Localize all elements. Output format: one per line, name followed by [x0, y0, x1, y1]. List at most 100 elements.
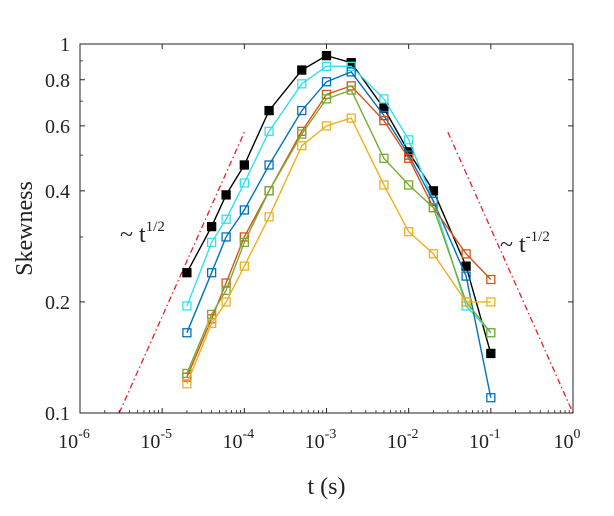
series-3-marker — [346, 67, 356, 77]
x-tick-label: 10-4 — [222, 427, 254, 453]
series-6-marker — [486, 297, 496, 307]
slope-annotation-left-exp: 1/2 — [146, 219, 165, 235]
series-2-line — [186, 65, 492, 334]
series-6-marker — [379, 180, 389, 190]
series-2-marker — [206, 237, 217, 248]
series-1 — [182, 50, 496, 359]
series-5-marker — [239, 237, 249, 248]
series-2-marker — [346, 61, 356, 71]
slope-annotation-right-base: ~ t — [500, 232, 526, 258]
series-2-marker — [239, 178, 249, 188]
series-4-marker — [221, 278, 231, 288]
series-5-marker — [321, 94, 332, 104]
x-tick-label: 10-1 — [469, 427, 501, 453]
series-6-marker — [404, 227, 414, 237]
series-3-marker — [206, 268, 217, 278]
series-2-marker — [182, 301, 192, 311]
series-2-marker — [379, 94, 389, 104]
slope-annotation-left-base: ~ t — [120, 222, 146, 248]
x-tick-label: 10-5 — [140, 427, 172, 453]
y-tick-label: 0.4 — [45, 181, 70, 203]
series-1-line — [186, 54, 492, 354]
series-5-marker — [404, 180, 414, 190]
series-1-marker — [182, 268, 192, 278]
series-3-marker — [264, 160, 274, 170]
series-4-line — [186, 85, 492, 378]
series-3-marker — [461, 271, 471, 281]
data-series — [182, 50, 496, 403]
y-tick-label: 0.8 — [45, 70, 70, 92]
series-6 — [182, 113, 496, 389]
series-5-marker — [206, 309, 217, 320]
reference-lines — [118, 131, 574, 414]
y-axis-label: Skewness — [12, 181, 38, 276]
x-tick-label-exp: 0 — [574, 427, 581, 442]
series-2-marker — [404, 135, 414, 145]
slope-annotation-left: ~ t1/2 — [120, 219, 165, 248]
series-6-marker — [297, 141, 307, 151]
series-5 — [182, 85, 496, 379]
series-3-marker — [221, 232, 231, 242]
x-tick-label-base: 10 — [469, 431, 489, 453]
x-tick-label-base: 10 — [387, 431, 407, 453]
series-6-marker — [346, 113, 356, 123]
x-tick-label: 10-2 — [387, 427, 419, 453]
series-3-marker — [182, 328, 192, 338]
series-1-marker — [221, 190, 231, 200]
y-tick-label: 0.6 — [45, 116, 70, 138]
series-6-marker — [206, 318, 217, 328]
series-5-marker — [297, 129, 307, 139]
x-axis-label: t (s) — [308, 474, 346, 500]
series-6-marker — [321, 121, 332, 131]
series-6-marker — [182, 379, 192, 389]
series-5-marker — [428, 203, 439, 213]
x-tick-label-exp: -5 — [160, 427, 172, 442]
axis-ticks: 10-6 10-5 10-4 10-3 10-2 10-1 1000.10.20.40.60… — [45, 34, 581, 453]
reference-line-2 — [447, 131, 574, 414]
series-1-marker — [206, 221, 217, 232]
series-2-marker — [321, 61, 332, 71]
series-5-marker — [346, 85, 356, 95]
x-tick-label: 10-3 — [305, 427, 337, 453]
series-6-marker — [428, 249, 439, 259]
series-3 — [182, 67, 496, 403]
series-5-marker — [486, 328, 496, 338]
series-3-marker — [321, 77, 332, 87]
series-5-line — [186, 89, 492, 374]
x-tick-label-base: 10 — [58, 431, 78, 453]
slope-annotation-right-exp: -1/2 — [526, 229, 550, 245]
series-1-marker — [297, 65, 307, 75]
x-tick-label-base: 10 — [305, 431, 325, 453]
series-1-marker — [239, 160, 249, 170]
series-4-marker — [461, 249, 471, 259]
y-tick-label: 0.2 — [45, 292, 70, 314]
x-tick-label-base: 10 — [140, 431, 160, 453]
series-6-marker — [264, 212, 274, 222]
series-5-marker — [221, 285, 231, 295]
series-3-marker — [297, 105, 307, 116]
slope-annotation-right: ~ t-1/2 — [500, 229, 550, 258]
series-2-marker — [297, 79, 307, 89]
series-6-marker — [239, 261, 249, 271]
x-tick-label-base: 10 — [222, 431, 242, 453]
series-4-marker — [404, 153, 414, 163]
series-3-line — [186, 71, 492, 398]
x-tick-label-exp: -4 — [242, 427, 254, 442]
series-4-marker — [379, 115, 389, 126]
series-4-marker — [486, 274, 496, 285]
x-tick-label: 10-6 — [58, 427, 90, 453]
series-3-marker — [486, 393, 496, 403]
series-5-marker — [264, 186, 274, 196]
reference-line-1 — [118, 131, 245, 414]
x-tick-label-exp: -1 — [489, 427, 501, 442]
series-6-line — [186, 117, 491, 385]
series-1-marker — [379, 103, 389, 113]
x-tick-label-exp: -3 — [325, 427, 337, 442]
series-3-marker — [239, 205, 249, 215]
series-1-marker — [321, 50, 332, 61]
y-tick-label: 0.1 — [45, 403, 70, 425]
series-6-marker — [461, 297, 471, 307]
series-1-marker — [264, 105, 274, 116]
series-2-marker — [221, 214, 231, 224]
